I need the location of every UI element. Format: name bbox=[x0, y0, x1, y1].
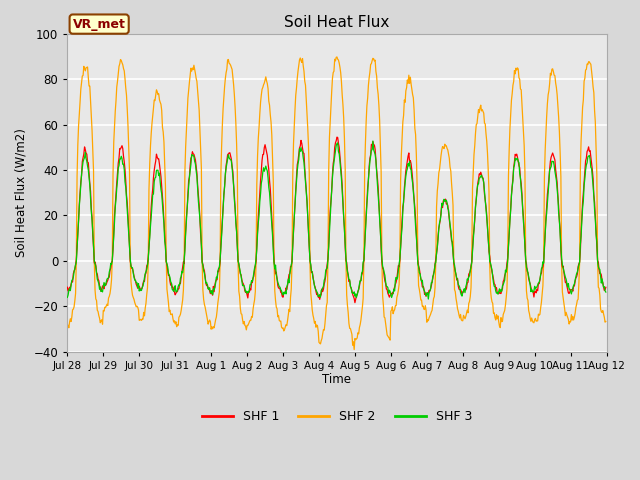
Text: VR_met: VR_met bbox=[73, 18, 125, 31]
X-axis label: Time: Time bbox=[323, 373, 351, 386]
Title: Soil Heat Flux: Soil Heat Flux bbox=[284, 15, 390, 30]
Legend: SHF 1, SHF 2, SHF 3: SHF 1, SHF 2, SHF 3 bbox=[196, 406, 477, 428]
Y-axis label: Soil Heat Flux (W/m2): Soil Heat Flux (W/m2) bbox=[15, 128, 28, 257]
